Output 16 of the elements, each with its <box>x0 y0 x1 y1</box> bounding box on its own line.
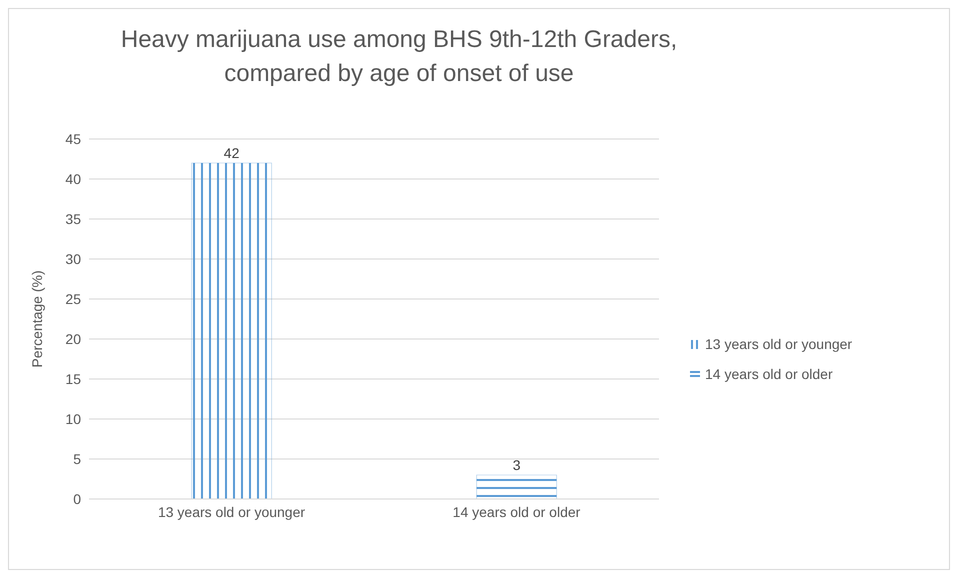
y-axis-title: Percentage (%) <box>28 270 45 368</box>
data-label: 42 <box>224 145 240 161</box>
y-tick-label: 35 <box>65 210 82 227</box>
y-tick-label: 0 <box>73 490 82 507</box>
text: 13 years old or younger <box>704 336 854 352</box>
y-tick-label: 10 <box>65 410 82 427</box>
y-tick-label: 5 <box>73 450 82 467</box>
y-tick-label: 15 <box>65 370 82 387</box>
data-label: 3 <box>512 457 521 473</box>
y-tick-label: 20 <box>65 330 82 347</box>
y-tick-label: 30 <box>65 250 82 267</box>
text: 14 years old or older <box>704 366 834 382</box>
y-tick-label: 40 <box>65 170 82 187</box>
y-tick-label: 25 <box>65 290 82 307</box>
chart-title: Heavy marijuana use among BHS 9th-12th Graders, compared by age of onset of use <box>120 25 678 89</box>
y-tick-label: 45 <box>65 130 82 147</box>
